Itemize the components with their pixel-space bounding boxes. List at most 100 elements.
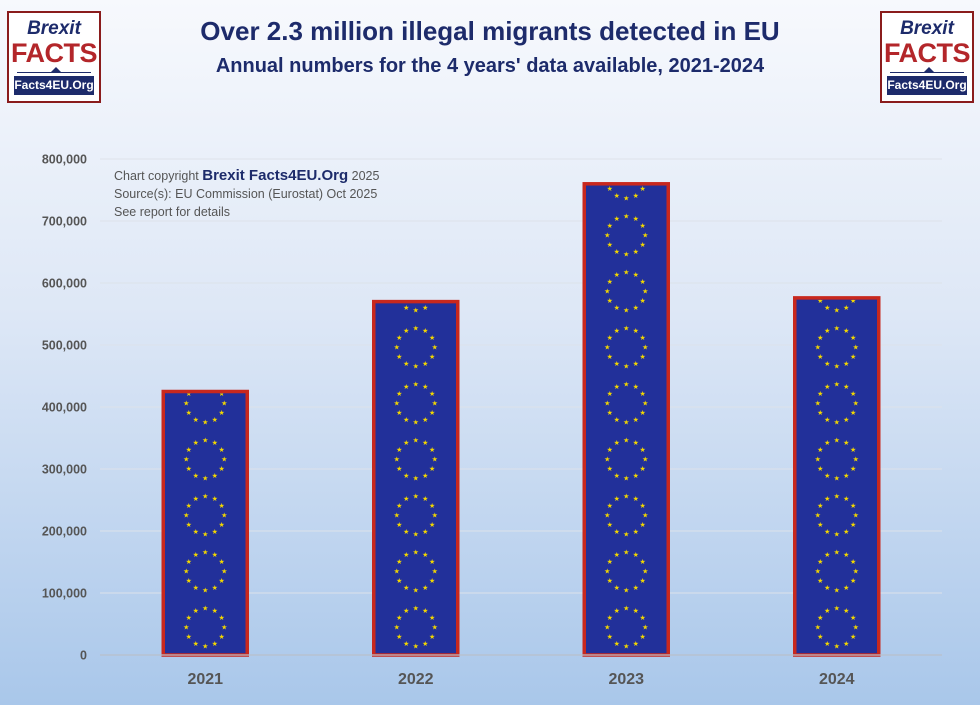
star-icon: ★ xyxy=(413,363,419,371)
star-icon: ★ xyxy=(607,390,613,398)
star-icon: ★ xyxy=(403,248,409,256)
star-icon: ★ xyxy=(614,215,620,223)
star-icon: ★ xyxy=(183,400,189,408)
star-icon: ★ xyxy=(853,288,859,296)
star-icon: ★ xyxy=(183,568,189,576)
star-icon: ★ xyxy=(219,521,225,529)
star-icon: ★ xyxy=(186,353,192,361)
y-tick-label: 600,000 xyxy=(42,277,87,291)
star-icon: ★ xyxy=(219,614,225,622)
star-icon: ★ xyxy=(623,363,629,371)
star-icon: ★ xyxy=(604,344,610,352)
star-icon: ★ xyxy=(843,215,849,223)
star-icon: ★ xyxy=(834,587,840,595)
star-icon: ★ xyxy=(413,587,419,595)
star-icon: ★ xyxy=(834,325,840,333)
star-icon: ★ xyxy=(422,383,428,391)
star-icon: ★ xyxy=(202,437,208,445)
star-icon: ★ xyxy=(396,521,402,529)
star-icon: ★ xyxy=(396,577,402,585)
star-icon: ★ xyxy=(429,502,435,510)
star-icon: ★ xyxy=(219,577,225,585)
star-icon: ★ xyxy=(834,381,840,389)
star-icon: ★ xyxy=(850,521,856,529)
star-icon: ★ xyxy=(202,381,208,389)
star-icon: ★ xyxy=(432,400,438,408)
star-icon: ★ xyxy=(642,344,648,352)
star-icon: ★ xyxy=(843,472,849,480)
star-icon: ★ xyxy=(623,213,629,221)
star-icon: ★ xyxy=(212,495,218,503)
star-icon: ★ xyxy=(429,446,435,454)
star-icon: ★ xyxy=(834,605,840,613)
star-icon: ★ xyxy=(633,304,639,312)
star-icon: ★ xyxy=(834,213,840,221)
star-icon: ★ xyxy=(403,304,409,312)
star-icon: ★ xyxy=(633,607,639,615)
star-icon: ★ xyxy=(604,568,610,576)
star-icon: ★ xyxy=(834,307,840,315)
star-icon: ★ xyxy=(642,624,648,632)
star-icon: ★ xyxy=(394,512,400,520)
copyright-line: Chart copyright Brexit Facts4EU.Org 2025 xyxy=(114,167,379,185)
logo-rule-arrow xyxy=(51,67,61,72)
star-icon: ★ xyxy=(202,475,208,483)
bar-stars: ★ ★★★★★★★★★★★★ ★★★★★★★★★★★★ ★★★★★★★★★★★★ ★★★… xyxy=(394,215,438,651)
star-icon: ★ xyxy=(394,288,400,296)
star-icon: ★ xyxy=(604,512,610,520)
star-icon: ★ xyxy=(640,334,646,342)
star-icon: ★ xyxy=(824,383,830,391)
y-tick-label: 0 xyxy=(80,649,87,663)
star-icon: ★ xyxy=(202,419,208,427)
star-icon: ★ xyxy=(623,251,629,259)
star-icon: ★ xyxy=(219,465,225,473)
star-icon: ★ xyxy=(422,215,428,223)
star-icon: ★ xyxy=(403,551,409,559)
star-icon: ★ xyxy=(850,633,856,641)
star-icon: ★ xyxy=(193,551,199,559)
star-icon: ★ xyxy=(824,495,830,503)
x-tick-label: 2023 xyxy=(608,671,644,688)
star-icon: ★ xyxy=(817,614,823,622)
star-icon: ★ xyxy=(193,327,199,335)
star-icon: ★ xyxy=(396,334,402,342)
star-icon: ★ xyxy=(183,512,189,520)
star-icon: ★ xyxy=(633,495,639,503)
star-icon: ★ xyxy=(403,495,409,503)
star-icon: ★ xyxy=(607,241,613,249)
star-icon: ★ xyxy=(843,383,849,391)
star-icon: ★ xyxy=(193,439,199,447)
star-icon: ★ xyxy=(640,278,646,286)
star-icon: ★ xyxy=(633,584,639,592)
star-icon: ★ xyxy=(212,439,218,447)
star-icon: ★ xyxy=(834,419,840,427)
star-icon: ★ xyxy=(623,475,629,483)
star-icon: ★ xyxy=(623,643,629,651)
star-icon: ★ xyxy=(607,521,613,529)
star-icon: ★ xyxy=(604,400,610,408)
star-icon: ★ xyxy=(850,502,856,510)
star-icon: ★ xyxy=(817,409,823,417)
star-icon: ★ xyxy=(817,558,823,566)
star-icon: ★ xyxy=(403,360,409,368)
star-icon: ★ xyxy=(633,248,639,256)
star-icon: ★ xyxy=(193,607,199,615)
star-icon: ★ xyxy=(614,159,620,167)
star-icon: ★ xyxy=(413,605,419,613)
star-icon: ★ xyxy=(633,136,639,144)
star-icon: ★ xyxy=(640,166,646,174)
star-icon: ★ xyxy=(843,416,849,424)
y-tick-label: 500,000 xyxy=(42,339,87,353)
star-icon: ★ xyxy=(186,334,192,342)
star-icon: ★ xyxy=(824,584,830,592)
chart-credits: Chart copyright Brexit Facts4EU.Org 2025… xyxy=(114,167,379,221)
star-icon: ★ xyxy=(212,327,218,335)
bar xyxy=(372,299,460,657)
star-icon: ★ xyxy=(396,222,402,230)
star-icon: ★ xyxy=(850,353,856,361)
star-icon: ★ xyxy=(633,192,639,200)
star-icon: ★ xyxy=(429,278,435,286)
star-icon: ★ xyxy=(394,344,400,352)
star-icon: ★ xyxy=(640,577,646,585)
star-icon: ★ xyxy=(396,278,402,286)
